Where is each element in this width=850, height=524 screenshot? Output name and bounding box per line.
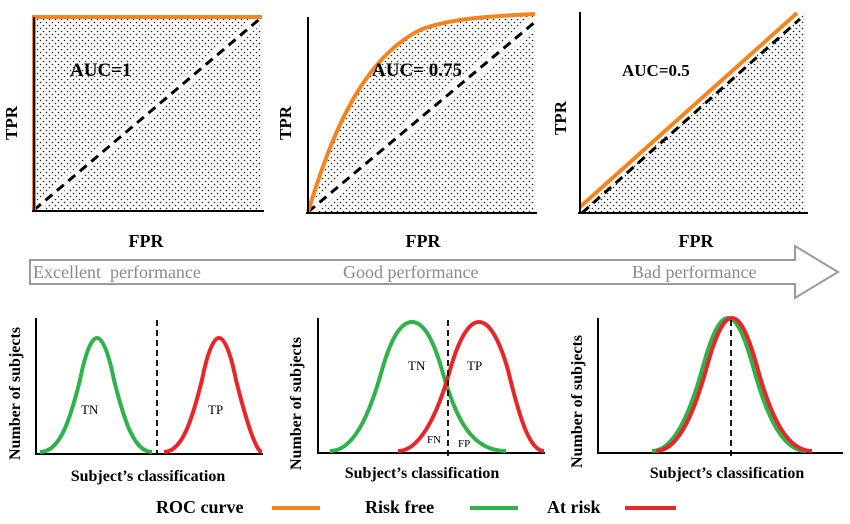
distribution-panel-excellent: TN TP Number of subjects Subject’s class… — [7, 318, 263, 485]
tpr-axis-label: TPR — [276, 105, 295, 140]
perf-label-bad: Bad performance — [632, 262, 756, 282]
fpr-axis-label: FPR — [406, 231, 442, 251]
roc-diagonal — [307, 20, 536, 214]
performance-arrow: Excellent performance Good performance B… — [29, 244, 840, 300]
tpr-axis-label: TPR — [2, 105, 21, 140]
x-axis-label: Subject’s classification — [650, 465, 805, 482]
fp-label: FP — [458, 438, 470, 450]
at-risk-curve — [397, 319, 545, 453]
fn-label: FN — [427, 434, 441, 446]
distribution-panel-good: TN TP FN FP Number of subjects Subject’s… — [288, 318, 545, 482]
fpr-axis-label: FPR — [679, 231, 715, 251]
tn-label: TN — [81, 402, 99, 417]
tpr-axis-label: TPR — [551, 100, 570, 135]
legend: ROC curve Risk free At risk — [156, 497, 676, 517]
at-risk-curve — [163, 335, 263, 454]
roc-curve — [578, 11, 799, 209]
risk-free-curve — [39, 335, 153, 454]
distribution-panel-bad: Number of subjects Subject’s classificat… — [569, 315, 843, 482]
roc-panel-excellent: AUC=1 TPR FPR — [2, 13, 266, 251]
y-axis-label: Number of subjects — [569, 335, 586, 468]
legend-item-at-risk: At risk — [547, 497, 676, 517]
legend-item-roc-curve: ROC curve — [156, 497, 320, 517]
y-axis-label: Number of subjects — [288, 337, 305, 470]
roc-panel-bad: AUC=0.5 TPR FPR — [551, 11, 808, 251]
perf-label-good: Good performance — [343, 262, 478, 282]
at-risk-curve — [655, 315, 813, 453]
roc-auc-area — [580, 12, 805, 212]
legend-label: ROC curve — [156, 497, 243, 517]
perf-label-excellent: Excellent performance — [33, 262, 201, 282]
auc-label: AUC=0.5 — [622, 61, 690, 80]
arrow-shape — [29, 244, 840, 300]
tn-label: TN — [408, 358, 426, 373]
y-axis-label: Number of subjects — [7, 327, 24, 460]
roc-diagonal — [33, 15, 263, 212]
legend-item-risk-free: Risk free — [365, 497, 518, 517]
legend-label: At risk — [547, 497, 601, 517]
roc-panel-good: AUC= 0.75 TPR FPR — [276, 12, 539, 251]
risk-free-curve — [329, 319, 507, 453]
roc-diagonal — [581, 17, 801, 215]
roc-curve — [306, 12, 536, 213]
tp-label: TP — [208, 402, 223, 417]
tp-label: TP — [467, 358, 482, 373]
x-axis-label: Subject’s classification — [71, 468, 226, 485]
fpr-axis-label: FPR — [129, 231, 165, 251]
x-axis-label: Subject’s classification — [345, 465, 500, 482]
legend-label: Risk free — [365, 497, 434, 517]
auc-label: AUC= 0.75 — [372, 60, 462, 81]
auc-label: AUC=1 — [70, 60, 132, 81]
